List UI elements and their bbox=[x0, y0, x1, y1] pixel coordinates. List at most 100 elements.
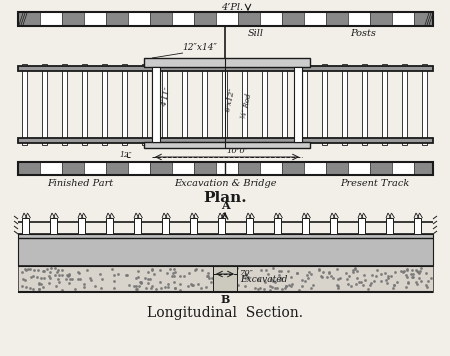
Bar bbox=[326, 12, 348, 26]
Text: Sill: Sill bbox=[248, 29, 264, 38]
Bar bbox=[22, 218, 29, 234]
Bar bbox=[190, 218, 197, 234]
Bar bbox=[18, 162, 40, 175]
Bar bbox=[106, 218, 113, 234]
Text: B: B bbox=[220, 294, 230, 305]
Bar bbox=[172, 12, 194, 26]
Bar bbox=[294, 67, 302, 142]
Bar bbox=[146, 143, 308, 147]
Bar bbox=[302, 218, 309, 234]
Bar bbox=[144, 58, 310, 67]
Bar bbox=[146, 59, 308, 66]
Bar bbox=[304, 12, 326, 26]
Bar bbox=[414, 218, 421, 234]
Text: Excavated: Excavated bbox=[240, 276, 288, 284]
Bar bbox=[22, 64, 27, 145]
Bar bbox=[370, 12, 392, 26]
Bar bbox=[246, 218, 253, 234]
Text: ¾″ Rod: ¾″ Rod bbox=[240, 93, 254, 120]
Bar bbox=[40, 162, 62, 175]
Text: A: A bbox=[220, 200, 230, 211]
Bar bbox=[242, 64, 247, 145]
Bar bbox=[152, 67, 160, 142]
Bar bbox=[358, 218, 365, 234]
Bar bbox=[84, 12, 106, 26]
Bar bbox=[392, 12, 414, 26]
Bar bbox=[150, 12, 172, 26]
Bar bbox=[274, 218, 281, 234]
Bar bbox=[150, 162, 172, 175]
Bar bbox=[414, 12, 433, 26]
Bar bbox=[144, 142, 310, 148]
Bar bbox=[152, 67, 302, 142]
Bar bbox=[282, 162, 304, 175]
Bar bbox=[348, 162, 370, 175]
Bar bbox=[122, 64, 127, 145]
Bar bbox=[402, 64, 407, 145]
Bar bbox=[370, 162, 392, 175]
Bar bbox=[326, 162, 348, 175]
Bar bbox=[50, 218, 57, 234]
Bar bbox=[142, 64, 147, 145]
Bar bbox=[342, 64, 347, 145]
Bar bbox=[102, 64, 107, 145]
Bar bbox=[18, 138, 433, 143]
Bar bbox=[422, 64, 427, 145]
Text: 70″: 70″ bbox=[240, 269, 254, 277]
Text: 12’0″: 12’0″ bbox=[219, 167, 241, 175]
Bar bbox=[238, 12, 260, 26]
Bar bbox=[282, 12, 304, 26]
Bar bbox=[386, 218, 393, 234]
Bar bbox=[238, 162, 260, 175]
Bar bbox=[106, 162, 128, 175]
Text: Posts: Posts bbox=[350, 29, 376, 38]
Bar bbox=[330, 218, 337, 234]
Bar bbox=[172, 162, 194, 175]
Text: Excavation & Bridge: Excavation & Bridge bbox=[174, 179, 276, 188]
Bar bbox=[134, 218, 141, 234]
Bar bbox=[18, 266, 433, 292]
Bar bbox=[42, 64, 47, 145]
Text: 12″: 12″ bbox=[119, 151, 132, 159]
Bar bbox=[362, 64, 367, 145]
Bar bbox=[216, 12, 238, 26]
Bar bbox=[216, 162, 238, 175]
Bar bbox=[62, 12, 84, 26]
Bar bbox=[414, 162, 433, 175]
Bar bbox=[162, 218, 169, 234]
Text: 12″x14″: 12″x14″ bbox=[182, 43, 217, 52]
Bar bbox=[348, 12, 370, 26]
Text: 4’11″: 4’11″ bbox=[160, 86, 172, 107]
Bar bbox=[262, 64, 267, 145]
Bar bbox=[82, 64, 87, 145]
Bar bbox=[282, 64, 287, 145]
Text: Longitudinal  Section.: Longitudinal Section. bbox=[147, 306, 303, 320]
Bar bbox=[18, 12, 40, 26]
Bar bbox=[128, 162, 150, 175]
Bar bbox=[322, 64, 327, 145]
Bar bbox=[78, 218, 85, 234]
Bar bbox=[62, 162, 84, 175]
Bar bbox=[194, 162, 216, 175]
Bar bbox=[302, 64, 307, 145]
Bar bbox=[40, 12, 62, 26]
Bar bbox=[260, 162, 282, 175]
Bar bbox=[218, 218, 225, 234]
Bar bbox=[18, 234, 433, 266]
Bar bbox=[304, 162, 326, 175]
Bar bbox=[260, 12, 282, 26]
Bar bbox=[162, 64, 167, 145]
Text: Present Track: Present Track bbox=[340, 179, 410, 188]
Bar bbox=[222, 64, 227, 145]
Bar bbox=[213, 266, 237, 292]
Text: 4’Pl.: 4’Pl. bbox=[221, 4, 243, 12]
Bar bbox=[106, 12, 128, 26]
Bar bbox=[128, 12, 150, 26]
Bar bbox=[84, 162, 106, 175]
Bar bbox=[62, 64, 67, 145]
Bar bbox=[18, 66, 433, 71]
Text: 10’0″: 10’0″ bbox=[226, 147, 248, 155]
Text: 6″x12″: 6″x12″ bbox=[224, 87, 236, 112]
Bar bbox=[382, 64, 387, 145]
Text: Plan.: Plan. bbox=[203, 191, 247, 205]
